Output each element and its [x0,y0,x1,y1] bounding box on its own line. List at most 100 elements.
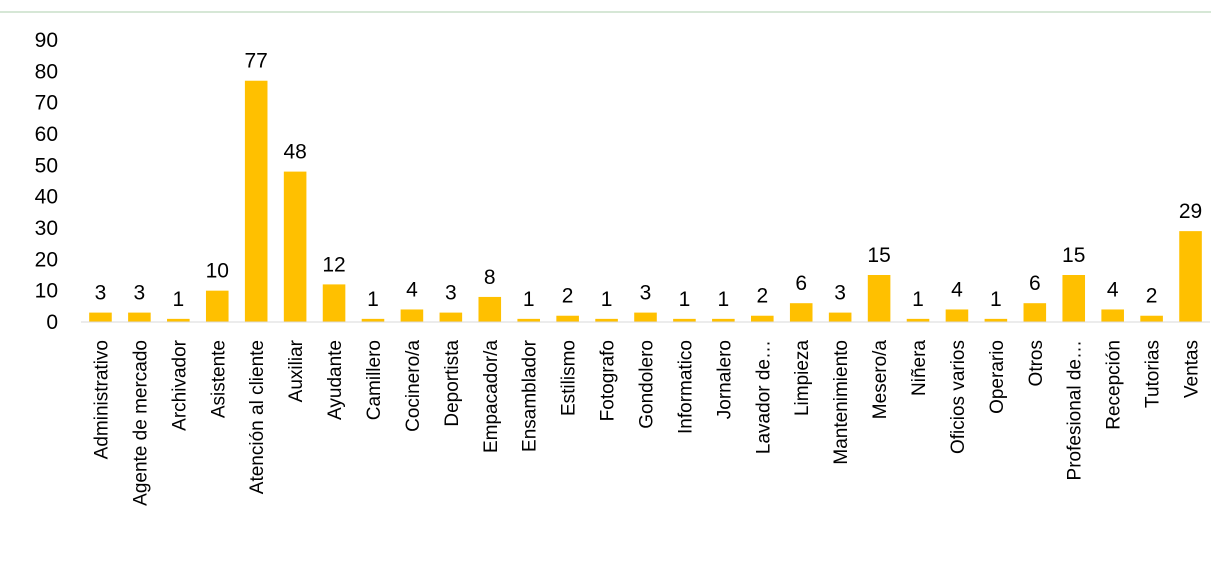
y-tick-label: 50 [35,154,58,177]
bar [283,171,307,322]
bar [478,296,502,322]
data-label: 29 [1179,200,1202,223]
y-tick-label: 40 [35,186,58,209]
data-label: 2 [562,285,574,308]
bar [673,318,696,322]
data-label: 6 [795,272,807,295]
bar [828,312,852,322]
bar [867,275,891,322]
data-label: 1 [367,288,379,311]
bar [712,318,735,322]
bar [1140,315,1163,322]
data-label: 10 [206,260,229,283]
data-label: 1 [990,288,1002,311]
x-tick-label: Ensamblador [520,339,541,452]
x-tick-label: Archivador [169,339,190,430]
bar [1101,309,1124,322]
data-label: 4 [1107,278,1119,301]
x-tick-label: Auxiliar [286,339,307,402]
data-label: 1 [172,288,184,311]
x-tick-label: Administrativo [91,340,112,459]
data-label: 4 [951,278,963,301]
bar [205,290,229,322]
data-label: 3 [640,282,652,305]
data-label: 3 [95,282,107,305]
bar [1023,303,1047,322]
bar [400,309,424,322]
x-tick-label: Otros [1026,340,1047,386]
x-tick-label: Recepción [1104,340,1125,430]
y-tick-label: 90 [35,29,58,52]
data-label: 3 [134,282,146,305]
x-tick-label: Ayudante [325,340,346,420]
x-tick-label: Ventas [1182,340,1203,398]
y-tick-label: 80 [35,60,58,83]
x-tick-label: Atención al cliente [247,340,268,494]
bar [517,318,540,322]
data-label: 8 [484,266,496,289]
x-tick-label: Lavador de… [753,340,774,454]
data-label: 6 [1029,272,1041,295]
y-tick-label: 0 [46,311,58,334]
bar [751,315,774,322]
x-tick-label: Mantenimiento [831,340,852,465]
data-label: 1 [679,288,691,311]
bar [1179,231,1202,322]
x-tick-label: Agente de mercado [130,340,151,506]
data-label: 15 [867,244,890,267]
y-tick-label: 20 [35,248,58,271]
x-tick-label: Empacador/a [481,340,502,453]
x-axis: Administrativo Agente de mercado Archivado… [81,321,1210,506]
x-tick-label: Tutorias [1143,340,1164,408]
x-tick-label: Estilismo [559,340,580,416]
bar [634,312,657,322]
x-tick-label: Operario [987,340,1008,414]
x-tick-label: Mesero/a [870,340,891,420]
data-label: 77 [245,50,268,73]
data-label: 3 [445,282,457,305]
bar [361,318,385,322]
y-tick-label: 70 [35,92,58,115]
bars-group [89,80,1202,322]
data-label: 1 [523,288,535,311]
x-tick-label: Camillero [364,340,385,420]
data-label: 2 [1146,285,1158,308]
bar [439,312,463,322]
bar [984,318,1008,322]
y-axis: 0 10 20 30 40 50 60 70 80 90 [35,29,58,334]
data-label: 1 [718,288,730,311]
x-tick-label: Jornalero [714,340,735,419]
x-tick-label: Gondolero [637,340,658,429]
data-label: 1 [912,288,924,311]
bar [945,309,969,322]
x-tick-label: Profesional de… [1065,340,1086,480]
x-tick-label: Niñera [909,340,930,396]
y-tick-label: 60 [35,123,58,146]
x-tick-label: Oficios varios [948,340,969,454]
bar [789,303,813,322]
bar [1062,275,1086,322]
data-label: 2 [756,285,768,308]
data-label: 48 [283,141,306,164]
bar [128,312,151,322]
bar [556,315,579,322]
data-label: 1 [601,288,613,311]
bar [89,312,112,322]
data-label: 12 [322,253,345,276]
y-tick-label: 10 [35,280,58,303]
x-tick-label: Cocinero/a [403,340,424,432]
y-tick-label: 30 [35,217,58,240]
bar [244,80,268,322]
x-tick-label: Asistente [208,340,229,418]
bar [595,318,618,322]
data-label: 4 [406,278,418,301]
x-tick-label: Fotografo [598,340,619,421]
bar [322,284,346,322]
data-label: 3 [834,282,846,305]
x-tick-label: Deportista [442,340,463,427]
data-label: 15 [1062,244,1085,267]
bar [167,318,190,322]
